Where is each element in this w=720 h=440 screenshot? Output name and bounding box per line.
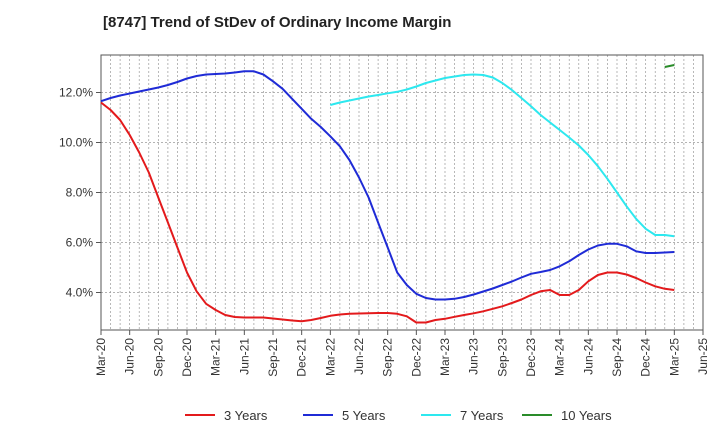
grid xyxy=(100,55,704,330)
x-tick-label: Mar-24 xyxy=(553,338,567,376)
y-tick-label: 10.0% xyxy=(59,136,93,150)
x-axis: Mar-20 Jun-20 Sep-20 Dec-20 Mar-21 Jun-21 Sep-… xyxy=(94,330,710,377)
series-group xyxy=(100,64,675,324)
series-line-5-years xyxy=(100,70,675,301)
x-tick-label: Sep-20 xyxy=(151,338,165,377)
x-tick-label: Dec-23 xyxy=(524,338,538,377)
x-tick-label: Mar-25 xyxy=(667,338,681,376)
legend-label: 10 Years xyxy=(561,408,612,423)
x-tick-label: Sep-21 xyxy=(266,338,280,377)
x-tick-label: Dec-22 xyxy=(409,338,423,377)
legend-label: 7 Years xyxy=(460,408,504,423)
legend-label: 3 Years xyxy=(224,408,268,423)
x-tick-label: Dec-20 xyxy=(180,338,194,377)
y-tick-label: 6.0% xyxy=(66,236,94,250)
y-tick-label: 4.0% xyxy=(66,286,94,300)
x-tick-label: Sep-22 xyxy=(381,338,395,377)
x-tick-label: Sep-23 xyxy=(495,338,509,377)
y-tick-label: 8.0% xyxy=(66,186,94,200)
series-line-10-years xyxy=(664,64,675,68)
series-line-7-years xyxy=(330,73,675,238)
x-tick-label: Dec-24 xyxy=(639,338,653,377)
chart-title: [8747] Trend of StDev of Ordinary Income… xyxy=(103,14,452,31)
x-tick-label: Mar-22 xyxy=(323,338,337,376)
x-tick-label: Dec-21 xyxy=(295,338,309,377)
y-axis: 4.0% 6.0% 8.0% 10.0% 12.0% xyxy=(59,86,101,300)
legend-label: 5 Years xyxy=(342,408,386,423)
x-tick-label: Mar-23 xyxy=(438,338,452,376)
x-tick-label: Mar-20 xyxy=(94,338,108,376)
legend: 3 Years 5 Years 7 Years 10 Years xyxy=(185,408,612,423)
y-tick-label: 12.0% xyxy=(59,86,93,100)
x-tick-label: Jun-25 xyxy=(696,338,710,375)
x-tick-label: Sep-24 xyxy=(610,338,624,377)
x-tick-label: Jun-20 xyxy=(123,338,137,375)
series-line-3-years xyxy=(100,101,675,324)
x-tick-label: Jun-21 xyxy=(237,338,251,375)
x-tick-label: Mar-21 xyxy=(209,338,223,376)
x-tick-label: Jun-24 xyxy=(581,338,595,375)
x-tick-label: Jun-22 xyxy=(352,338,366,375)
x-tick-label: Jun-23 xyxy=(467,338,481,375)
